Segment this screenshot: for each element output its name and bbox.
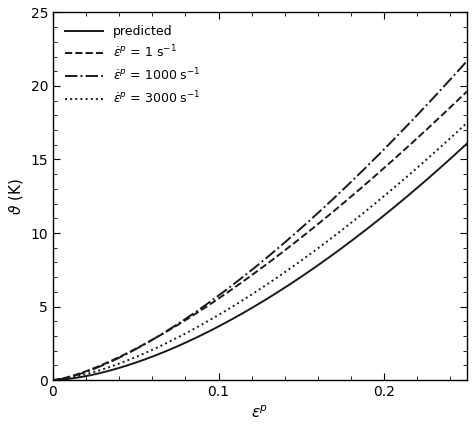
predicted [134,360,140,365]
$\dot{\varepsilon}^{p}$ = 1000 s$^{-1}$ [373,155,378,160]
$\dot{\varepsilon}^{p}$ = 3000 s$^{-1}$ [464,120,470,125]
$\dot{\varepsilon}^{p}$ = 1 s$^{-1}$ [388,160,394,165]
predicted [50,377,56,383]
predicted [416,184,422,189]
predicted [75,375,81,380]
Line: $\dot{\varepsilon}^{p}$ = 1000 s$^{-1}$: $\dot{\varepsilon}^{p}$ = 1000 s$^{-1}$ [53,61,467,380]
predicted [388,207,394,212]
$\dot{\varepsilon}^{p}$ = 1000 s$^{-1}$ [444,81,450,86]
$\dot{\varepsilon}^{p}$ = 3000 s$^{-1}$ [373,201,378,206]
$\dot{\varepsilon}^{p}$ = 3000 s$^{-1}$ [388,188,394,193]
Line: $\dot{\varepsilon}^{p}$ = 3000 s$^{-1}$: $\dot{\varepsilon}^{p}$ = 3000 s$^{-1}$ [53,123,467,380]
$\dot{\varepsilon}^{p}$ = 3000 s$^{-1}$ [416,163,422,169]
Y-axis label: $\vartheta$ (K): $\vartheta$ (K) [7,178,25,215]
Line: $\dot{\varepsilon}^{p}$ = 1 s$^{-1}$: $\dot{\varepsilon}^{p}$ = 1 s$^{-1}$ [53,91,467,380]
$\dot{\varepsilon}^{p}$ = 3000 s$^{-1}$ [444,139,450,144]
$\dot{\varepsilon}^{p}$ = 1 s$^{-1}$ [444,108,450,113]
$\dot{\varepsilon}^{p}$ = 1000 s$^{-1}$ [50,377,56,383]
predicted [444,159,450,164]
$\dot{\varepsilon}^{p}$ = 1 s$^{-1}$ [75,372,81,377]
$\dot{\varepsilon}^{p}$ = 1000 s$^{-1}$ [416,110,422,116]
$\dot{\varepsilon}^{p}$ = 1 s$^{-1}$ [373,173,378,178]
Line: predicted: predicted [53,143,467,380]
$\dot{\varepsilon}^{p}$ = 1 s$^{-1}$ [50,377,56,383]
predicted [464,141,470,146]
$\dot{\varepsilon}^{p}$ = 3000 s$^{-1}$ [134,354,140,359]
$\dot{\varepsilon}^{p}$ = 3000 s$^{-1}$ [75,374,81,379]
X-axis label: $\varepsilon^{p}$: $\varepsilon^{p}$ [251,404,269,421]
$\dot{\varepsilon}^{p}$ = 1000 s$^{-1}$ [75,372,81,377]
$\dot{\varepsilon}^{p}$ = 1 s$^{-1}$ [416,134,422,139]
$\dot{\varepsilon}^{p}$ = 1 s$^{-1}$ [464,89,470,94]
$\dot{\varepsilon}^{p}$ = 1000 s$^{-1}$ [388,140,394,145]
$\dot{\varepsilon}^{p}$ = 3000 s$^{-1}$ [50,377,56,383]
$\dot{\varepsilon}^{p}$ = 1000 s$^{-1}$ [134,346,140,351]
predicted [373,220,378,225]
$\dot{\varepsilon}^{p}$ = 1000 s$^{-1}$ [464,58,470,63]
$\dot{\varepsilon}^{p}$ = 1 s$^{-1}$ [134,345,140,351]
Legend: predicted, $\dot{\varepsilon}^{p}$ = 1 s$^{-1}$, $\dot{\varepsilon}^{p}$ = 1000 : predicted, $\dot{\varepsilon}^{p}$ = 1 s… [59,19,207,113]
